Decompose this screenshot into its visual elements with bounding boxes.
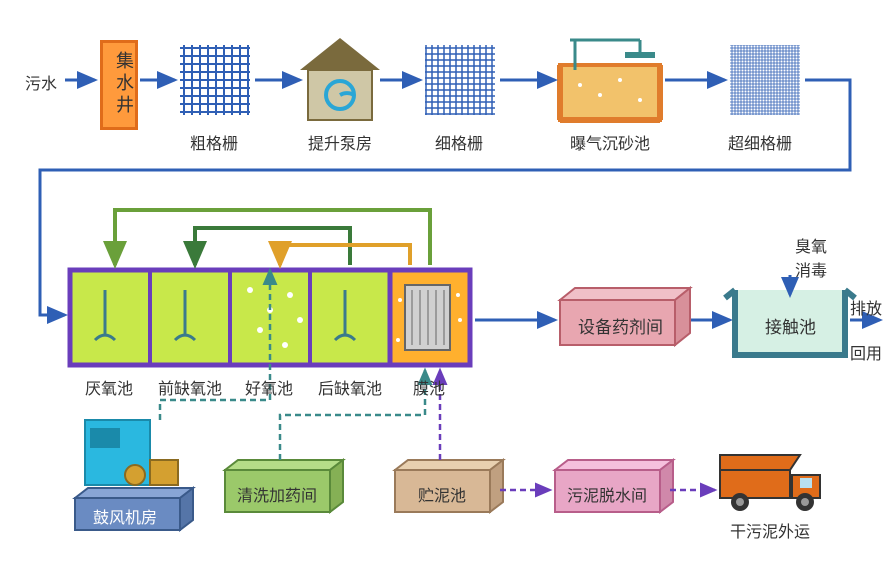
ozone-label: 臭氧 消毒: [795, 233, 827, 281]
aerobic-label: 好氧池: [245, 375, 293, 399]
membrane-label: 膜池: [413, 375, 445, 399]
preanox-label: 前缺氧池: [158, 375, 222, 399]
contact-label: 接触池: [765, 313, 816, 338]
well-box: 集水井: [100, 40, 138, 130]
pump-label: 提升泵房: [308, 130, 372, 154]
blower-label: 鼓风机房: [93, 504, 157, 528]
equip-label: 设备药剂间: [578, 313, 663, 338]
sludge-label: 贮泥池: [418, 482, 466, 506]
reuse-label: 回用: [850, 340, 882, 364]
coarse-label: 粗格栅: [190, 130, 238, 154]
truck-label: 干污泥外运: [730, 518, 810, 542]
grit-label: 曝气沉砂池: [570, 130, 650, 154]
ultra-label: 超细格栅: [728, 130, 792, 154]
dewater-label: 污泥脱水间: [567, 482, 647, 506]
chem-label: 清洗加药间: [237, 482, 317, 506]
postanox-label: 后缺氧池: [318, 375, 382, 399]
fine-label: 细格栅: [435, 130, 483, 154]
diagram-canvas: 污水 集水井 粗格栅 提升泵房 细格栅 曝气沉砂池 超细格栅 厌氧池 前缺氧池 …: [0, 0, 889, 576]
truck-icon: [720, 455, 820, 511]
discharge-label: 排放: [850, 295, 882, 319]
anaer-label: 厌氧池: [85, 375, 133, 399]
inflow-label: 污水: [25, 70, 57, 94]
